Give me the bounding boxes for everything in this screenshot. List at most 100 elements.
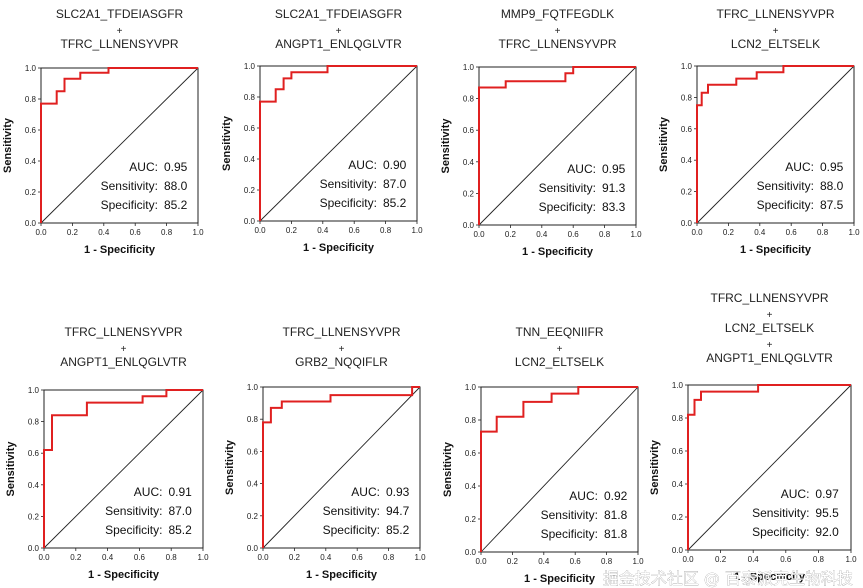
stat-value: 85.2 — [386, 523, 410, 537]
x-tick-label: 0.6 — [130, 228, 142, 237]
x-axis-label: 1 - Specificity — [88, 569, 160, 581]
x-axis-label: 1 - Specificity — [84, 244, 156, 256]
x-tick-label: 1.0 — [197, 553, 209, 562]
x-tick-label: 0.4 — [317, 226, 329, 235]
x-tick-label: 0.6 — [349, 226, 361, 235]
stat-label: AUC: — [351, 485, 380, 499]
y-tick-label: 0.2 — [681, 188, 693, 197]
stat-value: 0.95 — [164, 160, 188, 174]
stat-label: Specificity: — [105, 523, 162, 537]
y-tick-label: 0.6 — [672, 447, 684, 456]
stat-label: AUC: — [348, 158, 377, 172]
y-tick-label: 0.8 — [463, 95, 475, 104]
x-axis-label: 1 - Specificity — [524, 573, 596, 585]
y-tick-label: 0.8 — [28, 418, 40, 427]
stat-label: Sensitivity: — [105, 504, 162, 518]
x-tick-label: 0.8 — [380, 226, 392, 235]
stat-value: 0.95 — [820, 160, 844, 174]
roc-panel: SLC2A1_TFDEIASGFR +TFRC_LLNENSYVPR 0.0 0.2 0… — [2, 7, 204, 256]
stat-label: Specificity: — [323, 523, 380, 537]
x-tick-label: 0.8 — [601, 557, 613, 566]
reference-diagonal — [262, 386, 421, 549]
x-tick-label: 0.2 — [286, 226, 298, 235]
y-axis-label: Sensitivity — [224, 439, 236, 495]
stat-value: 85.2 — [168, 523, 192, 537]
x-tick-label: 1.0 — [632, 557, 644, 566]
y-tick-label: 0.2 — [25, 188, 37, 197]
y-tick-label: 1.0 — [247, 383, 259, 392]
panel-title-line: TFRC_LLNENSYVPR — [710, 291, 828, 305]
x-tick-label: 0.2 — [715, 555, 727, 564]
roc-curve — [259, 65, 417, 221]
y-tick-label: 1.0 — [463, 63, 475, 72]
y-tick-label: 1.0 — [681, 62, 693, 71]
panel-title-line: TFRC_LLNENSYVPR — [60, 37, 178, 51]
x-tick-label: 0.4 — [102, 553, 114, 562]
stat-label: AUC: — [785, 160, 814, 174]
x-tick-label: 0.8 — [599, 230, 611, 239]
stat-label: Sensitivity: — [101, 179, 158, 193]
x-tick-label: 0.8 — [817, 228, 829, 237]
roc-panel: SLC2A1_TFDEIASGFR +ANGPT1_ENLQGLVTR 0.0 0.2… — [221, 7, 423, 254]
watermark-text: 掘金技术社区 @ 百泰派克生物科技 — [603, 569, 853, 588]
y-tick-label: 0.2 — [672, 513, 684, 522]
stat-label: Sensitivity: — [539, 181, 596, 195]
y-tick-label: 0.8 — [672, 414, 684, 423]
roc-panel: TFRC_LLNENSYVPR +ANGPT1_ENLQGLVTR 0.0 0.2 0.… — [5, 325, 209, 581]
y-tick-label: 1.0 — [465, 383, 477, 392]
panel-title-line: TFRC_LLNENSYVPR — [282, 325, 400, 339]
panel-title-line: ANGPT1_ENLQGLVTR — [275, 37, 402, 51]
y-tick-label: 0.6 — [465, 449, 477, 458]
roc-curve — [480, 386, 638, 552]
y-tick-label: 0.8 — [247, 415, 259, 424]
x-tick-label: 0.4 — [754, 228, 766, 237]
roc-curve — [696, 65, 854, 223]
title-plus: + — [555, 26, 561, 37]
stat-value: 81.8 — [604, 527, 628, 541]
stat-label: AUC: — [129, 160, 158, 174]
x-tick-label: 1.0 — [630, 230, 642, 239]
x-tick-label: 1.0 — [414, 553, 426, 562]
x-tick-label: 0.4 — [538, 557, 550, 566]
title-plus: + — [557, 344, 563, 355]
x-tick-label: 0.0 — [254, 226, 266, 235]
reference-diagonal — [43, 389, 204, 549]
panel-title-line: SLC2A1_TFDEIASGFR — [56, 7, 184, 21]
y-tick-label: 0.4 — [672, 480, 684, 489]
stat-value: 88.0 — [164, 179, 188, 193]
stat-value: 95.5 — [815, 506, 839, 520]
stat-label: Sensitivity: — [323, 504, 380, 518]
stat-label: AUC: — [134, 485, 163, 499]
panel-title-line: MMP9_FQTFEGDLK — [501, 7, 614, 21]
stat-label: Specificity: — [757, 198, 814, 212]
roc-curve — [40, 67, 198, 223]
x-tick-label: 1.0 — [411, 226, 423, 235]
y-tick-label: 0.4 — [247, 480, 259, 489]
x-tick-label: 0.0 — [257, 553, 269, 562]
stat-value: 94.7 — [386, 504, 410, 518]
reference-diagonal — [480, 386, 639, 553]
x-tick-label: 0.2 — [70, 553, 82, 562]
x-tick-label: 0.2 — [505, 230, 517, 239]
roc-curve — [262, 386, 420, 548]
x-tick-label: 0.0 — [35, 228, 47, 237]
x-axis-label: 1 - Specificity — [740, 244, 812, 256]
stat-label: AUC: — [569, 489, 598, 503]
y-tick-label: 0.4 — [463, 158, 475, 167]
x-tick-label: 0.6 — [134, 553, 146, 562]
panel-title-line: ANGPT1_ENLQGLVTR — [706, 351, 833, 365]
y-tick-label: 0.8 — [681, 93, 693, 102]
stat-label: Sensitivity: — [752, 506, 809, 520]
y-tick-label: 1.0 — [672, 381, 684, 390]
title-plus: + — [339, 344, 345, 355]
reference-diagonal — [696, 65, 855, 224]
reference-diagonal — [259, 65, 418, 222]
panel-title-line: TFRC_LLNENSYVPR — [64, 325, 182, 339]
y-tick-label: 0.4 — [244, 155, 256, 164]
y-tick-label: 0.2 — [28, 512, 40, 521]
reference-diagonal — [478, 66, 637, 226]
y-axis-label: Sensitivity — [658, 116, 670, 172]
stat-value: 91.3 — [602, 181, 626, 195]
roc-panel: TFRC_LLNENSYVPR +LCN2_ELTSELK 0.0 0.2 0.4 0.6… — [658, 7, 860, 256]
stat-value: 87.5 — [820, 198, 844, 212]
